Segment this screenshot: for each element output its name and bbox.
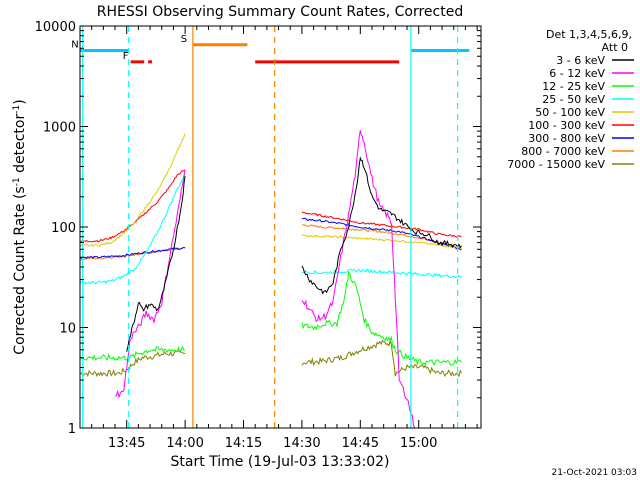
x-tick-label: 14:15: [225, 436, 262, 451]
legend-entry: 3 - 6 keV: [556, 54, 605, 67]
series-line: [126, 176, 186, 352]
y-axis-label: Corrected Count Rate (s-1 detector-1): [12, 99, 28, 354]
y-tick-label: 1000: [43, 121, 76, 136]
legend-entry: 7000 - 15000 keV: [507, 158, 605, 171]
series-line: [114, 169, 186, 399]
x-tick-label: 14:00: [166, 436, 203, 451]
legend-entry: 12 - 25 keV: [542, 80, 605, 93]
y-tick-label: 10: [59, 322, 76, 337]
legend-header-attenuator: Att 0: [602, 41, 628, 54]
series-line: [301, 234, 462, 250]
legend-entry: 800 - 7000 keV: [521, 145, 605, 158]
generated-timestamp: 21-Oct-2021 03:03: [552, 468, 637, 478]
series-group: [79, 130, 462, 429]
legend-entry: 25 - 50 keV: [542, 93, 605, 106]
y-tick-label: 10000: [35, 20, 76, 35]
chart-title: RHESSI Observing Summary Count Rates, Co…: [97, 4, 463, 20]
series-line: [301, 130, 416, 429]
legend-entry: 300 - 800 keV: [528, 132, 605, 145]
x-tick-label: 14:45: [342, 436, 379, 451]
y-tick-label: 1: [68, 422, 76, 437]
series-line: [79, 133, 186, 247]
plot-frame: [79, 25, 482, 429]
legend-entry: 50 - 100 keV: [535, 106, 605, 119]
legend-header-detectors: Det 1,3,4,5,6,9,: [546, 28, 632, 41]
series-line: [301, 268, 462, 279]
series-line: [79, 345, 186, 362]
series-line: [301, 211, 462, 238]
status-flags: N F S: [71, 34, 470, 64]
x-axis-label: Start Time (19-Jul-03 13:33:02): [170, 454, 389, 470]
series-line: [79, 174, 186, 285]
series-line: [79, 246, 186, 259]
flag-label: F: [123, 51, 129, 62]
series-line: [301, 156, 462, 295]
legend-entry: 6 - 12 keV: [549, 67, 605, 80]
legend-entry: 100 - 300 keV: [528, 119, 605, 132]
x-tick-label: 13:45: [108, 436, 145, 451]
series-line: [301, 270, 462, 367]
series-line: [79, 350, 186, 378]
flag-label: S: [181, 34, 187, 45]
series-line: [301, 338, 462, 378]
x-tick-label: 15:00: [400, 436, 437, 451]
axes: 1 10 100 1000 10000 13:45 14:00 14:15 14:30 14:45…: [35, 20, 481, 451]
y-tick-label: 100: [51, 221, 76, 236]
flag-label: N: [71, 40, 78, 51]
x-tick-label: 14:30: [283, 436, 320, 451]
